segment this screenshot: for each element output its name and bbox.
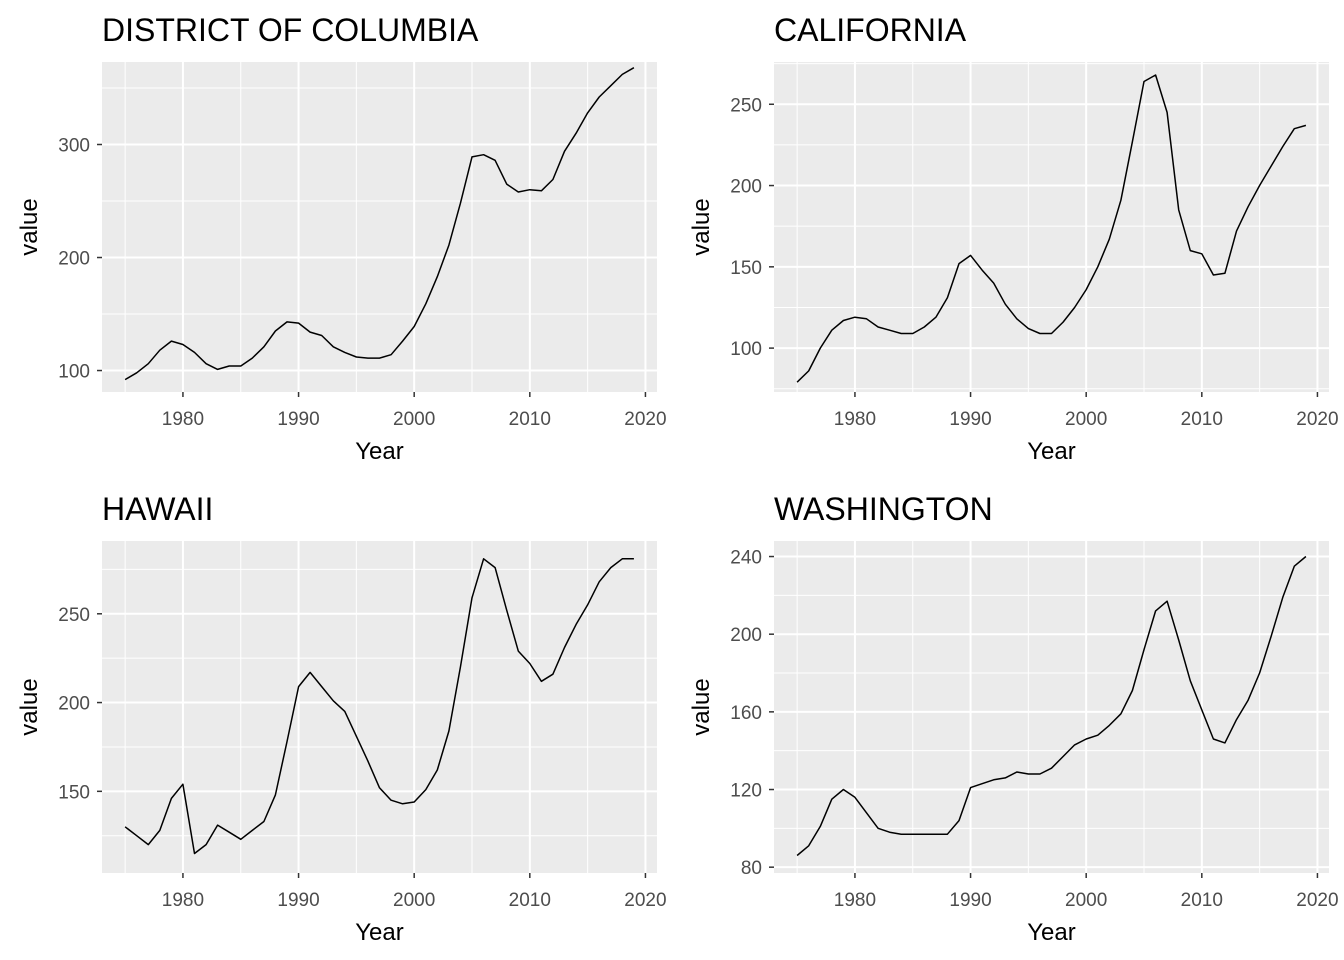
x-tick-label: 2000: [1065, 890, 1107, 911]
y-tick-label: 200: [730, 177, 762, 198]
y-tick-label: 80: [741, 858, 762, 879]
y-tick-label: 250: [730, 95, 762, 116]
y-tick-label: 240: [730, 548, 762, 569]
x-tick-label: 1980: [162, 409, 204, 430]
x-tick-label: 1980: [834, 890, 876, 911]
y-tick-label: 200: [730, 625, 762, 646]
series-line: [124, 558, 634, 855]
facet-panel-2: 1980 1990 2000 2010 2020 150 200 250 HAWAII Year v…: [16, 491, 667, 946]
x-tick-label: 2000: [393, 890, 435, 911]
y-tick-label: 150: [58, 782, 90, 803]
x-axis-title: Year: [1027, 919, 1076, 946]
panel-title: HAWAII: [102, 491, 213, 527]
y-tick-label: 100: [730, 339, 762, 360]
panel-title: CALIFORNIA: [774, 12, 967, 48]
facet-panel-0: 1980 1990 2000 2010 2020 100 200 300 DISTRICT OF…: [16, 12, 667, 465]
y-axis-title: value: [16, 198, 43, 255]
x-tick-label: 2020: [1296, 409, 1338, 430]
panel-background: [774, 541, 1329, 873]
y-axis-title: value: [688, 678, 715, 735]
y-tick-label: 150: [730, 258, 762, 279]
panel-background: [102, 541, 657, 873]
y-axis-title: value: [688, 198, 715, 255]
panel-background: [102, 62, 657, 392]
x-tick-label: 2000: [393, 409, 435, 430]
x-tick-label: 2010: [1181, 890, 1223, 911]
x-axis-title: Year: [1027, 438, 1076, 465]
y-tick-label: 250: [58, 605, 90, 626]
x-tick-label: 1990: [949, 409, 991, 430]
y-tick-label: 100: [58, 362, 90, 383]
x-tick-label: 2010: [1181, 409, 1223, 430]
x-tick-label: 1980: [162, 890, 204, 911]
x-tick-label: 1990: [949, 890, 991, 911]
y-tick-label: 200: [58, 694, 90, 715]
series-line: [124, 67, 635, 381]
x-tick-label: 1990: [277, 409, 319, 430]
x-tick-label: 2000: [1065, 409, 1107, 430]
x-tick-label: 1980: [834, 409, 876, 430]
y-tick-label: 200: [58, 249, 90, 270]
y-tick-label: 160: [730, 703, 762, 724]
panel-background: [774, 62, 1329, 392]
y-tick-label: 120: [730, 781, 762, 802]
series-line: [796, 555, 1307, 857]
panel-title: WASHINGTON: [774, 491, 993, 527]
y-axis-title: value: [16, 678, 43, 735]
x-tick-label: 2020: [1296, 890, 1338, 911]
facet-panel-3: 1980 1990 2000 2010 2020 80 120 160 200 240 WASHIN…: [688, 491, 1339, 946]
x-tick-label: 2010: [509, 409, 551, 430]
facet-panel-1: 1980 1990 2000 2010 2020 100 150 200 250 CALIFORN…: [688, 12, 1339, 465]
y-tick-label: 300: [58, 136, 90, 157]
x-axis-title: Year: [355, 438, 404, 465]
x-tick-label: 2010: [509, 890, 551, 911]
x-tick-label: 2020: [624, 890, 666, 911]
panel-title: DISTRICT OF COLUMBIA: [102, 12, 479, 48]
x-axis-title: Year: [355, 919, 404, 946]
x-tick-label: 2020: [624, 409, 666, 430]
series-line: [796, 74, 1307, 383]
x-tick-label: 1990: [277, 890, 319, 911]
